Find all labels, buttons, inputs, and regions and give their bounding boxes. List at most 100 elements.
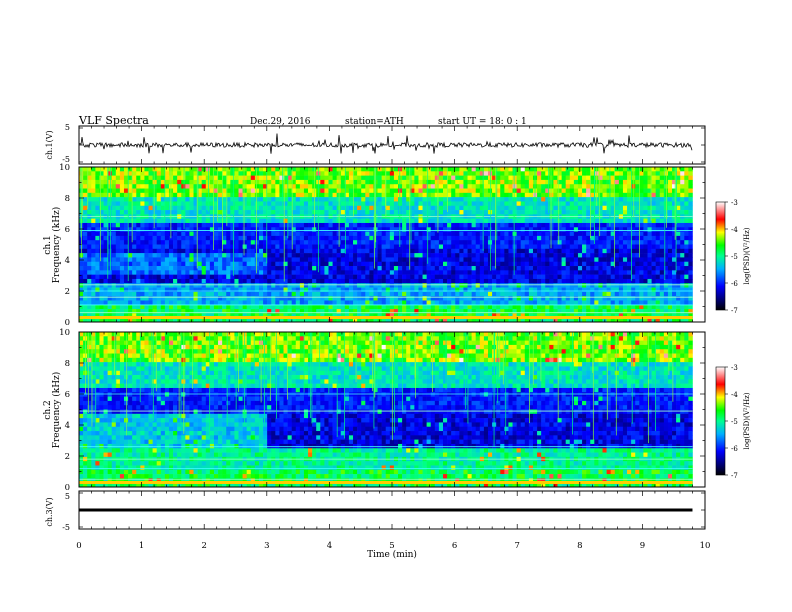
spec1-cell	[328, 179, 333, 185]
spec1-cell	[336, 270, 342, 275]
spec1-cell	[201, 244, 207, 250]
spec1-cell	[205, 261, 211, 267]
spec1-cell	[434, 231, 440, 237]
spec1-cell	[185, 300, 190, 306]
spec1-cell	[569, 274, 575, 280]
spec1-cell	[79, 240, 84, 245]
spec1-cell	[471, 227, 477, 232]
spec1-cell	[242, 235, 247, 241]
spec1-cell	[537, 240, 542, 245]
spec1-cell	[447, 171, 452, 176]
spec1-cell	[459, 261, 464, 267]
spec1-cell	[672, 278, 677, 284]
spec1-cell	[156, 278, 162, 284]
spec1-cell	[553, 244, 558, 250]
spec1-cell	[99, 231, 104, 237]
spec1-cell	[483, 222, 489, 228]
spec1-cell	[279, 244, 284, 250]
spec1-cell	[103, 197, 108, 202]
spec1-cell	[177, 261, 182, 267]
spec1-cell	[230, 291, 235, 297]
spec1-cell	[222, 188, 227, 194]
spec1-cell	[430, 253, 436, 258]
spec1-cell	[189, 287, 194, 293]
spec1-cell	[132, 266, 137, 271]
spec1-cell	[185, 296, 190, 301]
spec1-cell	[185, 218, 190, 224]
spec1-cell	[475, 248, 481, 254]
spec1-cell	[483, 235, 489, 241]
spec1-cell	[332, 179, 337, 185]
spec1-cell	[148, 291, 153, 297]
spec1-cell	[119, 227, 125, 232]
spec1-cell	[275, 179, 280, 185]
spec1-cell	[442, 274, 448, 280]
spec1-cell	[577, 244, 583, 250]
spec1-cell	[209, 257, 215, 263]
spec1-cell	[500, 210, 505, 215]
spec1-cell	[320, 304, 325, 310]
spec1-cell	[557, 218, 562, 224]
spec1-cell	[602, 171, 607, 176]
spec1-cell	[402, 240, 407, 245]
spec1-cell	[447, 201, 452, 207]
spec1-cell	[614, 171, 620, 176]
spec1-cell	[598, 179, 603, 185]
spec1-cell	[500, 270, 505, 275]
spec1-cell	[610, 210, 616, 215]
spec1-cell	[459, 227, 464, 232]
spec1-cell	[222, 253, 227, 258]
spec1-cell	[573, 287, 579, 293]
spec1-cell	[242, 188, 247, 194]
spec1-cell	[91, 248, 96, 254]
spec1-cell	[218, 244, 223, 250]
spec1-cell	[512, 296, 517, 301]
spec1-cell	[128, 210, 133, 215]
spec1-cell	[246, 300, 252, 306]
spec1-cell	[95, 179, 100, 185]
spec1-cell	[561, 171, 566, 176]
spec1-cell	[516, 266, 522, 271]
spec1-cell	[496, 167, 501, 172]
spec1-cell	[447, 257, 452, 263]
spec1-cell	[123, 257, 129, 263]
spec1-cell	[164, 179, 170, 185]
spec1-cell	[549, 171, 554, 176]
spec1-cell	[410, 205, 415, 211]
spec1-cell	[463, 175, 468, 181]
spec1-cell	[213, 167, 219, 172]
spec1-cell	[369, 167, 374, 172]
spec1-cell	[586, 283, 591, 288]
spec1-cell	[299, 201, 305, 207]
spec1-cell	[492, 270, 497, 275]
spec1-cell	[291, 283, 297, 288]
spec1-cell	[107, 231, 113, 237]
spec1-cell	[324, 222, 329, 228]
spec1-cell	[537, 175, 542, 181]
spec1-cell	[426, 227, 432, 232]
spec1-cell	[483, 188, 489, 194]
spec1-cell	[226, 235, 231, 241]
spec1-cell	[651, 197, 656, 202]
spec1-cell	[295, 205, 301, 211]
spec1-cell	[532, 244, 538, 250]
spec1-cell	[234, 261, 239, 267]
spec1-cell	[132, 231, 137, 237]
spec1-cell	[140, 283, 145, 288]
spec1-cell	[414, 188, 419, 194]
spec1-cell	[524, 167, 530, 172]
spec1-cell	[672, 184, 677, 189]
spec1-cell	[598, 257, 603, 263]
spec1-cell	[295, 184, 301, 189]
spec1-cell	[164, 197, 170, 202]
spec1-cell	[164, 167, 170, 172]
spec1-cell	[676, 201, 681, 207]
spec1-cell	[602, 244, 607, 250]
spec1-cell	[340, 248, 346, 254]
spec1-cell	[688, 171, 693, 176]
spec1-cell	[263, 300, 268, 306]
spec1-cell	[410, 274, 415, 280]
spec1-cell	[144, 205, 149, 211]
spec1-cell	[393, 248, 399, 254]
spec1-cell	[402, 175, 407, 181]
